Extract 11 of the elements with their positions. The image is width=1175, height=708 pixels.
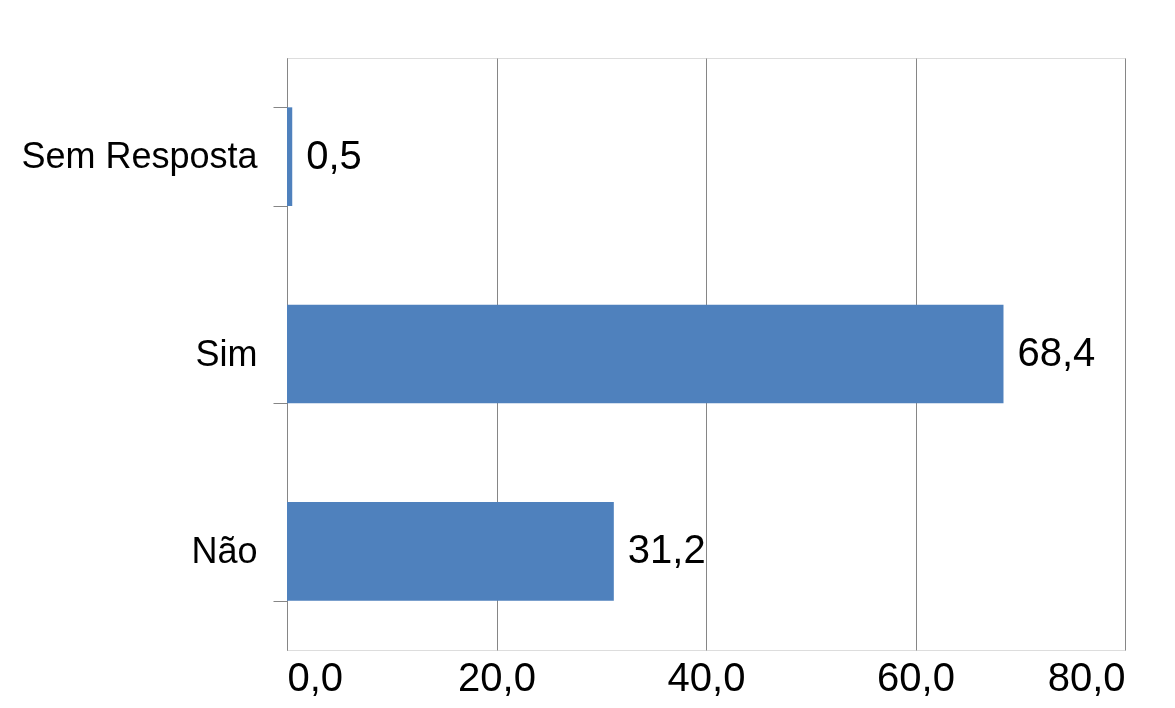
x-tick-label: 80,0 (1047, 654, 1126, 699)
x-tick-label: 20,0 (458, 654, 536, 699)
data-label: 0,5 (306, 132, 362, 177)
x-tick-label: 60,0 (877, 654, 955, 699)
y-tick-label: Sem Resposta (21, 135, 259, 177)
x-tick-label: 0,0 (287, 654, 344, 699)
y-tick-label: Sim (195, 332, 258, 374)
data-label: 31,2 (627, 527, 706, 572)
x-tick-label: 40,0 (667, 654, 746, 699)
y-tick-label: Não (191, 529, 258, 571)
data-label: 68,4 (1017, 330, 1096, 374)
